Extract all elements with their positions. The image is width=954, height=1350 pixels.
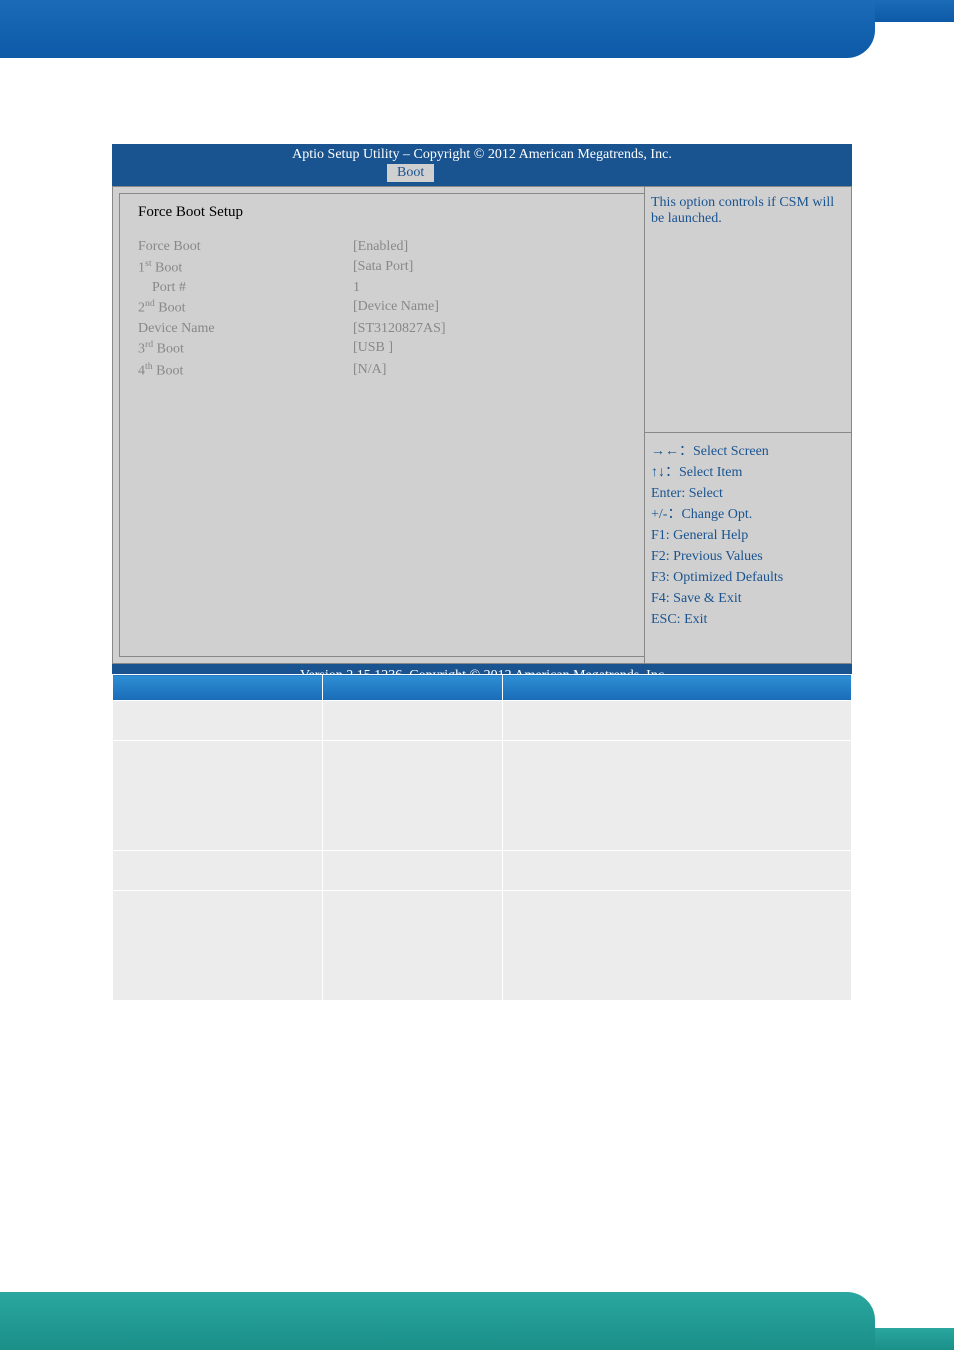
option-table-header-3 <box>503 675 852 701</box>
table-row <box>113 851 852 891</box>
row-port-number[interactable]: Port # 1 <box>138 278 644 298</box>
label-port-number: Port # <box>138 278 353 298</box>
key-f4-save-exit: F4: Save & Exit <box>651 588 845 609</box>
value-2nd-boot: [Device Name] <box>353 297 439 318</box>
bios-help-text: This option controls if CSM will be laun… <box>645 187 851 433</box>
bios-body: Force Boot Setup Force Boot [Enabled] 1s… <box>112 186 852 664</box>
bios-right-panel: This option controls if CSM will be laun… <box>645 187 851 663</box>
label-1st-boot: 1st Boot <box>138 257 353 278</box>
row-device-name[interactable]: Device Name [ST3120827AS] <box>138 319 644 339</box>
table-row <box>113 701 852 741</box>
option-table-header-1 <box>113 675 323 701</box>
label-4th-boot: 4th Boot <box>138 360 353 381</box>
row-1st-boot[interactable]: 1st Boot [Sata Port] <box>138 257 644 278</box>
bottom-banner-side <box>875 1328 954 1350</box>
key-f3-defaults: F3: Optimized Defaults <box>651 567 845 588</box>
bios-header: Aptio Setup Utility – Copyright © 2012 A… <box>112 144 852 166</box>
force-boot-setup-title: Force Boot Setup <box>138 204 644 221</box>
key-esc-exit: ESC: Exit <box>651 609 845 630</box>
key-enter-select: Enter: Select <box>651 483 845 504</box>
value-port-number: 1 <box>353 278 360 298</box>
label-force-boot: Force Boot <box>138 237 353 257</box>
bottom-banner <box>0 1292 875 1350</box>
key-f1-help: F1: General Help <box>651 525 845 546</box>
key-select-screen: →←：Select Screen <box>651 441 845 462</box>
label-2nd-boot: 2nd Boot <box>138 297 353 318</box>
option-table <box>112 674 852 1001</box>
row-3rd-boot[interactable]: 3rd Boot [USB ] <box>138 338 644 359</box>
key-change-opt: +/-：Change Opt. <box>651 504 845 525</box>
bios-setup-utility: Aptio Setup Utility – Copyright © 2012 A… <box>112 144 852 688</box>
label-device-name: Device Name <box>138 319 353 339</box>
value-1st-boot: [Sata Port] <box>353 257 413 278</box>
value-3rd-boot: [USB ] <box>353 338 393 359</box>
top-banner-side <box>875 0 954 22</box>
key-select-item: ↑↓：Select Item <box>651 462 845 483</box>
option-table-header-row <box>113 675 852 701</box>
bios-tab-boot[interactable]: Boot <box>387 164 434 182</box>
row-force-boot[interactable]: Force Boot [Enabled] <box>138 237 644 257</box>
key-f2-previous: F2: Previous Values <box>651 546 845 567</box>
bios-left-panel: Force Boot Setup Force Boot [Enabled] 1s… <box>113 187 645 663</box>
bios-header-title: Aptio Setup Utility – Copyright © 2012 A… <box>292 147 672 162</box>
value-device-name: [ST3120827AS] <box>353 319 446 339</box>
table-row <box>113 891 852 1001</box>
row-4th-boot[interactable]: 4th Boot [N/A] <box>138 360 644 381</box>
value-4th-boot: [N/A] <box>353 360 386 381</box>
label-3rd-boot: 3rd Boot <box>138 338 353 359</box>
table-row <box>113 741 852 851</box>
value-force-boot: [Enabled] <box>353 237 408 257</box>
row-2nd-boot[interactable]: 2nd Boot [Device Name] <box>138 297 644 318</box>
option-table-header-2 <box>323 675 503 701</box>
top-banner <box>0 0 875 58</box>
bios-key-legend: →←：Select Screen ↑↓：Select Item Enter: S… <box>645 433 851 663</box>
